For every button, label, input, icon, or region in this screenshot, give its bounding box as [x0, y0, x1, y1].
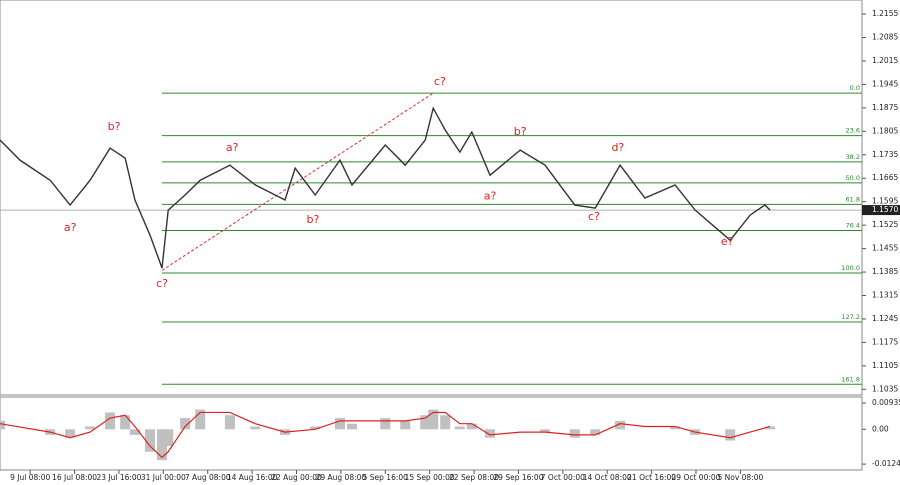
wave-label: d?	[611, 141, 624, 154]
y-tick-label: 1.1875	[872, 103, 898, 112]
x-tick-label: 14 Oct 08:00	[583, 473, 632, 482]
wave-label: b?	[108, 120, 121, 133]
x-tick-label: 31 Jul 00:00	[141, 473, 186, 482]
osc-bar	[670, 426, 681, 430]
x-tick-label: 22 Aug 00:00	[271, 473, 322, 482]
y-tick-label: 1.1455	[872, 244, 898, 253]
osc-bar	[540, 429, 551, 433]
x-tick-label: 15 Sep 00:00	[405, 473, 455, 482]
x-tick-label: 9 Jul 08:00	[10, 473, 50, 482]
wave-label: e?	[721, 235, 734, 248]
wave-label: a?	[484, 190, 497, 203]
x-tick-label: 5 Sep 16:00	[363, 473, 409, 482]
fib-label: 23.6	[846, 127, 860, 135]
y-tick-label: 1.1665	[872, 173, 898, 182]
osc-bar	[346, 423, 357, 430]
y-tick-label: 1.1735	[872, 150, 898, 159]
osc-y-tick-label: 0.00935	[872, 398, 900, 407]
osc-bar	[250, 426, 261, 430]
osc-bar	[335, 418, 346, 430]
osc-bar	[129, 429, 140, 435]
osc-bar	[569, 429, 580, 438]
x-tick-label: 29 Sep 16:00	[493, 473, 543, 482]
osc-bar	[440, 415, 451, 430]
y-tick-label: 1.2155	[872, 9, 898, 18]
fib-label: 50.0	[846, 174, 860, 182]
x-tick-label: 7 Aug 08:00	[185, 473, 231, 482]
osc-y-tick-label: 0.00	[872, 424, 889, 433]
x-tick-label: 14 Aug 16:00	[227, 473, 278, 482]
osc-bar	[485, 429, 496, 438]
osc-bar	[120, 415, 131, 430]
wave-label: c?	[156, 277, 168, 290]
main-panel-frame	[0, 0, 863, 396]
fib-label: 127.2	[841, 313, 860, 321]
osc-bar	[765, 426, 776, 430]
y-tick-label: 1.1805	[872, 126, 898, 135]
wave-label: c?	[434, 75, 446, 88]
fib-label: 38.2	[846, 153, 860, 161]
wave-label: b?	[307, 213, 320, 226]
y-tick-label: 1.1105	[872, 361, 898, 370]
current-price-box	[862, 205, 900, 216]
x-tick-label: 21 Oct 16:00	[627, 473, 676, 482]
osc-y-tick-label: -0.0124	[872, 459, 900, 468]
y-tick-label: 1.2015	[872, 56, 898, 65]
osc-bar	[466, 423, 477, 430]
trendline	[161, 92, 434, 271]
fib-label: 76.4	[846, 222, 860, 230]
osc-bar	[157, 429, 168, 461]
x-tick-label: 5 Nov 08:00	[717, 473, 763, 482]
osc-bar	[428, 409, 439, 430]
wave-label: c?	[588, 210, 600, 223]
osc-bar	[380, 418, 391, 430]
x-tick-label: 29 Oct 00:00	[672, 473, 721, 482]
fib-label: 161.8	[841, 375, 860, 383]
fib-label: 100.0	[841, 264, 860, 272]
x-tick-label: 22 Sep 08:00	[449, 473, 499, 482]
osc-bar	[0, 420, 5, 430]
osc-bar	[590, 429, 601, 435]
y-tick-label: 1.1315	[872, 290, 898, 299]
osc-bar	[615, 420, 626, 430]
y-tick-label: 1.1245	[872, 314, 898, 323]
osc-bar	[85, 426, 96, 430]
x-tick-label: 23 Jul 16:00	[96, 473, 141, 482]
x-tick-label: 7 Oct 00:00	[541, 473, 585, 482]
osc-bar	[195, 409, 206, 430]
y-tick-label: 1.1595	[872, 197, 898, 206]
osc-bar	[725, 429, 736, 441]
y-tick-label: 1.1385	[872, 267, 898, 276]
wave-label: a?	[64, 221, 77, 234]
oscillator-panel-frame	[0, 396, 863, 471]
fib-label: 0.0	[850, 84, 860, 92]
osc-bar	[224, 415, 235, 430]
osc-bar	[310, 426, 321, 430]
wave-label: a?	[226, 141, 239, 154]
fib-label: 61.8	[846, 195, 860, 203]
current-price-label: 1.1570	[872, 205, 898, 214]
x-tick-label: 29 Aug 08:00	[316, 473, 367, 482]
osc-bar	[105, 412, 116, 430]
osc-bar	[400, 420, 411, 430]
wave-label: b?	[514, 125, 527, 138]
osc-bar	[145, 429, 156, 452]
y-tick-label: 1.2085	[872, 33, 898, 42]
y-tick-label: 1.1525	[872, 220, 898, 229]
y-tick-label: 1.1035	[872, 384, 898, 393]
y-tick-label: 1.1945	[872, 79, 898, 88]
x-tick-label: 16 Jul 08:00	[52, 473, 97, 482]
osc-signal	[0, 411, 771, 459]
price-line	[0, 106, 771, 269]
osc-bar	[454, 426, 465, 430]
osc-bar	[180, 418, 191, 430]
osc-bar	[163, 429, 174, 447]
osc-bar	[65, 429, 76, 438]
osc-bar	[420, 415, 431, 430]
y-tick-label: 1.1175	[872, 337, 898, 346]
